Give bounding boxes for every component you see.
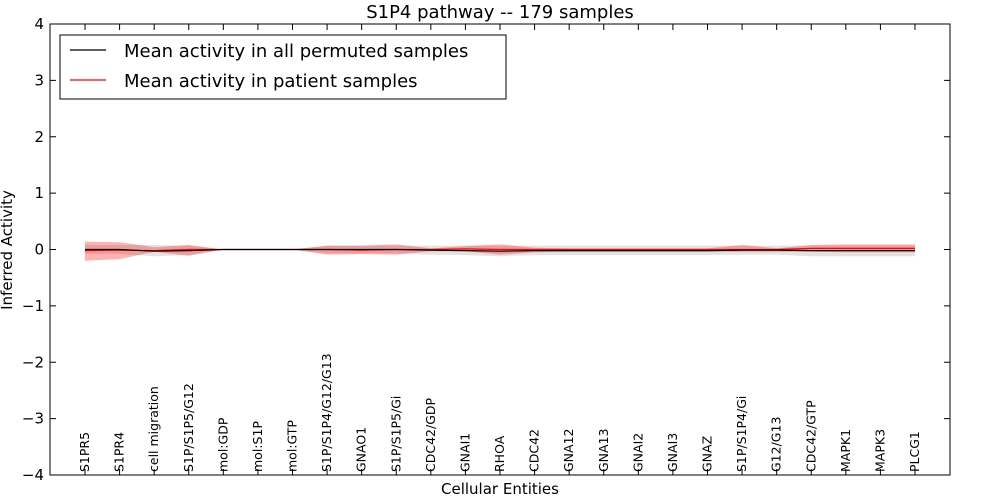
x-tick-label: GNAO1 (354, 427, 369, 472)
legend-box (59, 34, 507, 100)
x-tick-label: mol:S1P (250, 421, 265, 472)
y-axis-label: Inferred Activity (0, 190, 16, 310)
legend-label-permuted: Mean activity in all permuted samples (124, 41, 468, 62)
y-tick-label: −1 (22, 297, 44, 315)
x-tick-label: S1PR5 (77, 432, 92, 472)
x-axis-label: Cellular Entities (441, 480, 559, 498)
y-tick-label: 2 (34, 128, 44, 146)
y-tick-label: −3 (22, 410, 44, 428)
x-tick-label: CDC42/GTP (803, 400, 818, 472)
x-tick-label: GNA12 (561, 429, 576, 473)
x-tick-label: MAPK3 (872, 429, 887, 472)
x-tick-label: S1P/S1P4/G12/G13 (319, 353, 334, 472)
x-tick-label: RHOA (492, 435, 507, 472)
x-tick-label: MAPK1 (838, 429, 853, 472)
x-tick-label: GNA13 (596, 429, 611, 473)
x-tick-label: GNAI3 (665, 433, 680, 472)
y-tick-label: 1 (34, 184, 44, 202)
x-axis: S1PR5 S1PR4 cell migration S1P/S1P5/G12 mol:… (77, 24, 922, 475)
x-tick-label: mol:GTP (285, 420, 300, 472)
y-tick-label: 3 (34, 71, 44, 89)
y-tick-label: −2 (22, 353, 44, 371)
x-tick-label: GNAZ (700, 436, 715, 472)
x-tick-label: S1P/S1P5/Gi (388, 396, 403, 472)
y-tick-label: −4 (22, 466, 44, 484)
x-tick-label: G12/G13 (769, 417, 784, 472)
x-tick-label: GNAI2 (630, 433, 645, 472)
y-axis: 4 3 2 1 0 −1 −2 −3 −4 (22, 15, 950, 484)
x-tick-label: mol:GDP (215, 417, 230, 472)
line-layer (84, 247, 915, 252)
y-tick-label: 4 (34, 15, 44, 33)
x-tick-label: CDC42 (527, 429, 542, 472)
legend: Mean activity in all permuted samples Me… (59, 34, 507, 100)
chart-title: S1P4 pathway -- 179 samples (366, 2, 634, 23)
legend-label-patient: Mean activity in patient samples (124, 71, 418, 92)
x-tick-label: cell migration (146, 386, 161, 472)
x-tick-label: S1P/S1P4/Gi (734, 396, 749, 472)
y-tick-label: 0 (34, 241, 44, 259)
series-line-0 (85, 248, 915, 252)
x-tick-label: CDC42/GDP (423, 397, 438, 472)
x-tick-label: S1P/S1P5/G12 (181, 383, 196, 472)
x-tick-label: PLCG1 (907, 431, 922, 472)
x-tick-label: S1PR4 (112, 432, 127, 472)
x-tick-label: GNAI1 (457, 433, 472, 472)
